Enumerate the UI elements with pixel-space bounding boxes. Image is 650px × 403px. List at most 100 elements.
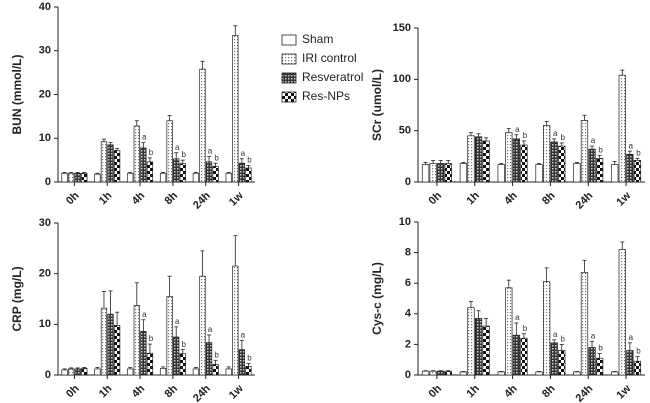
bar — [444, 370, 452, 376]
bar — [611, 371, 619, 376]
x-tick-label: 4h — [502, 382, 520, 400]
bar — [74, 172, 81, 183]
bar — [542, 281, 551, 376]
bar — [199, 275, 206, 376]
annotation: b — [561, 335, 566, 344]
annotation: b — [561, 133, 566, 142]
bar — [199, 68, 206, 183]
x-tick-label: 1w — [614, 189, 633, 208]
annotation: b — [523, 131, 528, 140]
bar — [74, 368, 81, 376]
bar — [238, 349, 245, 376]
bar — [580, 120, 589, 183]
bar — [127, 172, 134, 183]
bar — [520, 337, 528, 376]
annotation: b — [149, 148, 154, 157]
x-tick-label: 0h — [427, 189, 445, 207]
annotation: a — [629, 333, 634, 342]
y-tick-label: 150 — [393, 22, 411, 34]
y-tick-label: 50 — [399, 125, 411, 137]
annotation: b — [598, 344, 603, 353]
x-tick-label: 4h — [502, 189, 520, 207]
y-axis-title: SCr (umol/L) — [370, 69, 384, 141]
bar — [512, 138, 520, 183]
bar — [166, 296, 173, 376]
y-tick-label: 6 — [405, 277, 411, 289]
legend-label: IRI control — [302, 51, 357, 65]
annotation: b — [636, 148, 641, 157]
y-tick-label: 20 — [39, 268, 51, 280]
annotation: b — [214, 350, 219, 359]
y-tick-label: 8 — [405, 247, 411, 259]
bar — [100, 307, 108, 376]
y-tick-label: 2 — [405, 338, 411, 350]
bar — [542, 125, 551, 183]
bar — [618, 249, 626, 376]
bar — [140, 147, 147, 183]
x-tick-label: 4h — [130, 189, 148, 207]
bar — [81, 368, 88, 376]
bar — [467, 135, 475, 183]
bar — [595, 158, 604, 183]
bar — [459, 163, 468, 183]
annotation: a — [241, 149, 246, 158]
bar — [611, 164, 619, 183]
x-tick-label: 0h — [64, 382, 82, 400]
bar — [94, 173, 101, 183]
annotation: a — [591, 136, 596, 145]
bar — [633, 160, 642, 183]
annotation: a — [591, 331, 596, 340]
x-tick-label: 8h — [163, 382, 181, 400]
annotation: a — [629, 141, 634, 150]
bar — [61, 172, 68, 183]
bar — [482, 325, 490, 376]
bar — [173, 158, 180, 183]
bar — [467, 307, 475, 376]
y-tick-label: 100 — [393, 73, 411, 85]
x-tick-label: 24h — [574, 190, 596, 212]
bar — [140, 331, 147, 376]
annotation: a — [175, 317, 180, 326]
annotation: a — [515, 313, 520, 322]
x-tick-label: 0h — [64, 189, 82, 207]
annotation: a — [208, 325, 213, 334]
bar — [437, 163, 445, 183]
bar — [133, 305, 140, 376]
x-tick-label: 8h — [540, 382, 558, 400]
x-tick-label: 1h — [464, 189, 482, 207]
bar — [166, 120, 173, 183]
bar — [225, 368, 232, 376]
y-tick-label: 10 — [39, 132, 51, 144]
y-axis-title: CRP (mg/L) — [10, 266, 24, 331]
y-tick-label: 0 — [45, 176, 51, 188]
bar — [159, 172, 167, 183]
x-tick-label: 1w — [227, 382, 246, 401]
bar — [595, 357, 604, 376]
bar — [179, 353, 186, 376]
legend-label: Res-NPs — [302, 89, 350, 103]
bar — [133, 125, 140, 183]
bar — [588, 148, 596, 183]
legend-swatch — [281, 91, 297, 103]
annotation: a — [208, 147, 213, 156]
bar — [113, 150, 121, 183]
annotation: b — [523, 324, 528, 333]
bar — [437, 370, 445, 376]
bar — [421, 164, 430, 183]
x-tick-label: 24h — [574, 383, 596, 403]
legend-swatch — [281, 72, 297, 84]
bar — [205, 342, 213, 376]
x-tick-label: 1w — [227, 189, 246, 208]
bar — [238, 162, 245, 183]
bar — [212, 364, 219, 376]
annotation: b — [182, 150, 187, 159]
bar — [573, 371, 581, 376]
bar — [173, 336, 180, 376]
x-tick-label: 8h — [540, 189, 558, 207]
bar — [146, 352, 154, 376]
x-tick-label: 1h — [97, 189, 115, 207]
bar — [505, 132, 513, 183]
bar — [113, 324, 121, 376]
bar — [520, 144, 528, 183]
